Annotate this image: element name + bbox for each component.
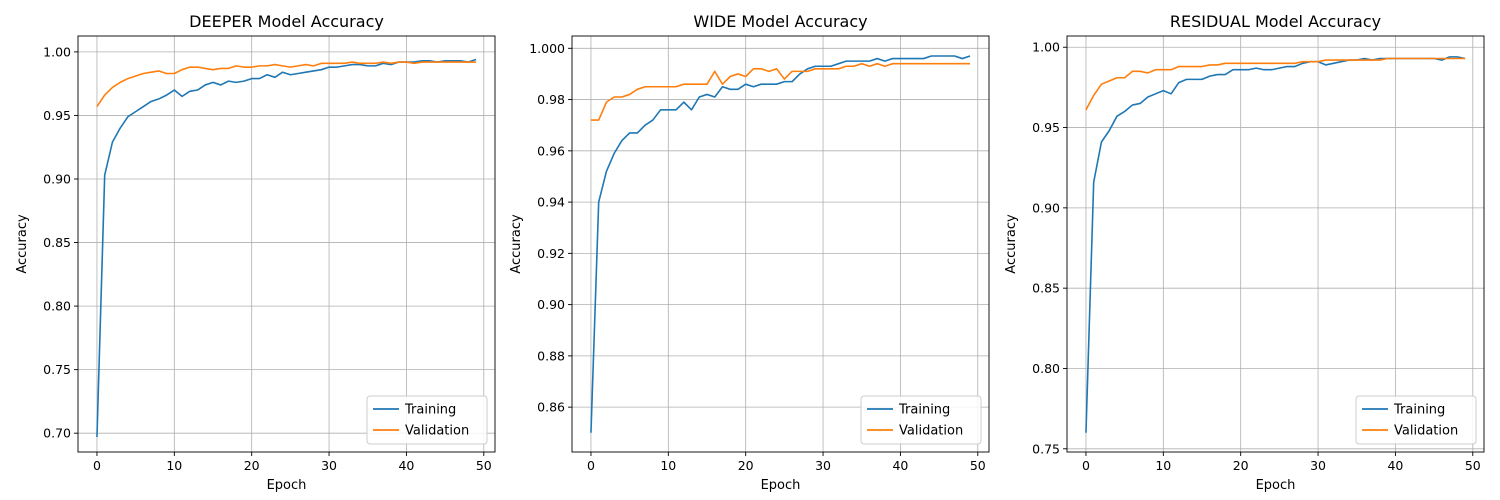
legend: Training Validation: [860, 395, 982, 445]
y-tick-label: 0.90: [537, 297, 565, 312]
legend-label-training: Training: [404, 403, 456, 418]
y-tick-label: 0.90: [43, 171, 71, 186]
series-line-training: [590, 55, 971, 433]
x-tick-label: 10: [1155, 458, 1171, 473]
x-tick-label: 10: [166, 458, 182, 473]
x-tick-label: 10: [660, 458, 676, 473]
x-tick-label: 30: [815, 458, 831, 473]
plot-frame: [571, 35, 990, 453]
y-tick-label: 0.95: [43, 108, 71, 123]
x-tick-label: 50: [476, 458, 492, 473]
x-axis-label: Epoch: [761, 478, 801, 493]
chart-panel-2: 0 10 20 30 40 50 0.86 0.88 0.90 0.92 0.94 0.96 0.98 1…: [509, 12, 990, 493]
series-line-training: [96, 58, 477, 438]
y-tick-label: 0.70: [43, 426, 71, 441]
y-tick-label: 1.000: [529, 41, 565, 56]
x-axis-label: Epoch: [267, 478, 307, 493]
series-line-validation: [96, 61, 477, 107]
legend-label-validation: Validation: [405, 424, 469, 439]
series-line-training: [1085, 56, 1466, 433]
chart-panel-1: 0 10 20 30 40 50 0.70 0.75 0.80 0.85 0.90 0.95 1.00 D…: [15, 12, 496, 493]
chart-title: WIDE Model Accuracy: [693, 12, 867, 31]
series-line-validation: [590, 62, 971, 121]
y-tick-label: 0.75: [43, 362, 71, 377]
legend: Training Validation: [1355, 395, 1477, 445]
plot-frame: [77, 35, 496, 453]
legend: Training Validation: [366, 395, 488, 445]
y-tick-label: 0.85: [1032, 281, 1060, 296]
x-tick-label: 40: [398, 458, 414, 473]
x-tick-label: 0: [93, 458, 101, 473]
x-tick-label: 40: [892, 458, 908, 473]
x-axis-label: Epoch: [1256, 478, 1296, 493]
x-tick-label: 0: [1082, 458, 1090, 473]
y-tick-label: 0.95: [1032, 120, 1060, 135]
x-tick-label: 50: [1465, 458, 1481, 473]
y-tick-label: 0.94: [537, 195, 565, 210]
legend-label-training: Training: [1393, 403, 1445, 418]
chart-title: DEEPER Model Accuracy: [189, 12, 384, 31]
chart-title: RESIDUAL Model Accuracy: [1170, 12, 1381, 31]
legend-label-validation: Validation: [899, 424, 963, 439]
x-tick-label: 0: [587, 458, 595, 473]
chart-panel-3: 0 10 20 30 40 50 0.75 0.80 0.85 0.90 0.95 1.00 RESID…: [1004, 12, 1485, 493]
legend-box: [366, 395, 488, 445]
y-tick-label: 0.85: [43, 235, 71, 250]
y-tick-label: 0.86: [537, 400, 565, 415]
y-tick-label: 0.98: [537, 92, 565, 107]
y-tick-label: 0.96: [537, 143, 565, 158]
legend-label-validation: Validation: [1394, 424, 1458, 439]
x-tick-label: 20: [1233, 458, 1249, 473]
y-axis-label: Accuracy: [1004, 214, 1019, 274]
series-line-validation: [1085, 57, 1466, 111]
legend-box: [1355, 395, 1477, 445]
x-tick-label: 50: [970, 458, 986, 473]
y-tick-label: 1.00: [43, 44, 71, 59]
y-tick-label: 0.80: [43, 299, 71, 314]
x-tick-label: 20: [244, 458, 260, 473]
x-tick-label: 30: [1310, 458, 1326, 473]
legend-box: [860, 395, 982, 445]
legend-label-training: Training: [898, 403, 950, 418]
y-axis-label: Accuracy: [15, 214, 30, 274]
plot-frame: [1066, 35, 1485, 453]
y-tick-label: 0.75: [1032, 441, 1060, 456]
y-tick-label: 0.92: [537, 246, 565, 261]
y-tick-label: 0.90: [1032, 200, 1060, 215]
y-tick-label: 0.80: [1032, 361, 1060, 376]
x-tick-label: 20: [738, 458, 754, 473]
y-tick-label: 1.00: [1032, 40, 1060, 55]
y-tick-label: 0.88: [537, 348, 565, 363]
x-tick-label: 40: [1387, 458, 1403, 473]
x-tick-label: 30: [321, 458, 337, 473]
y-axis-label: Accuracy: [509, 214, 524, 274]
